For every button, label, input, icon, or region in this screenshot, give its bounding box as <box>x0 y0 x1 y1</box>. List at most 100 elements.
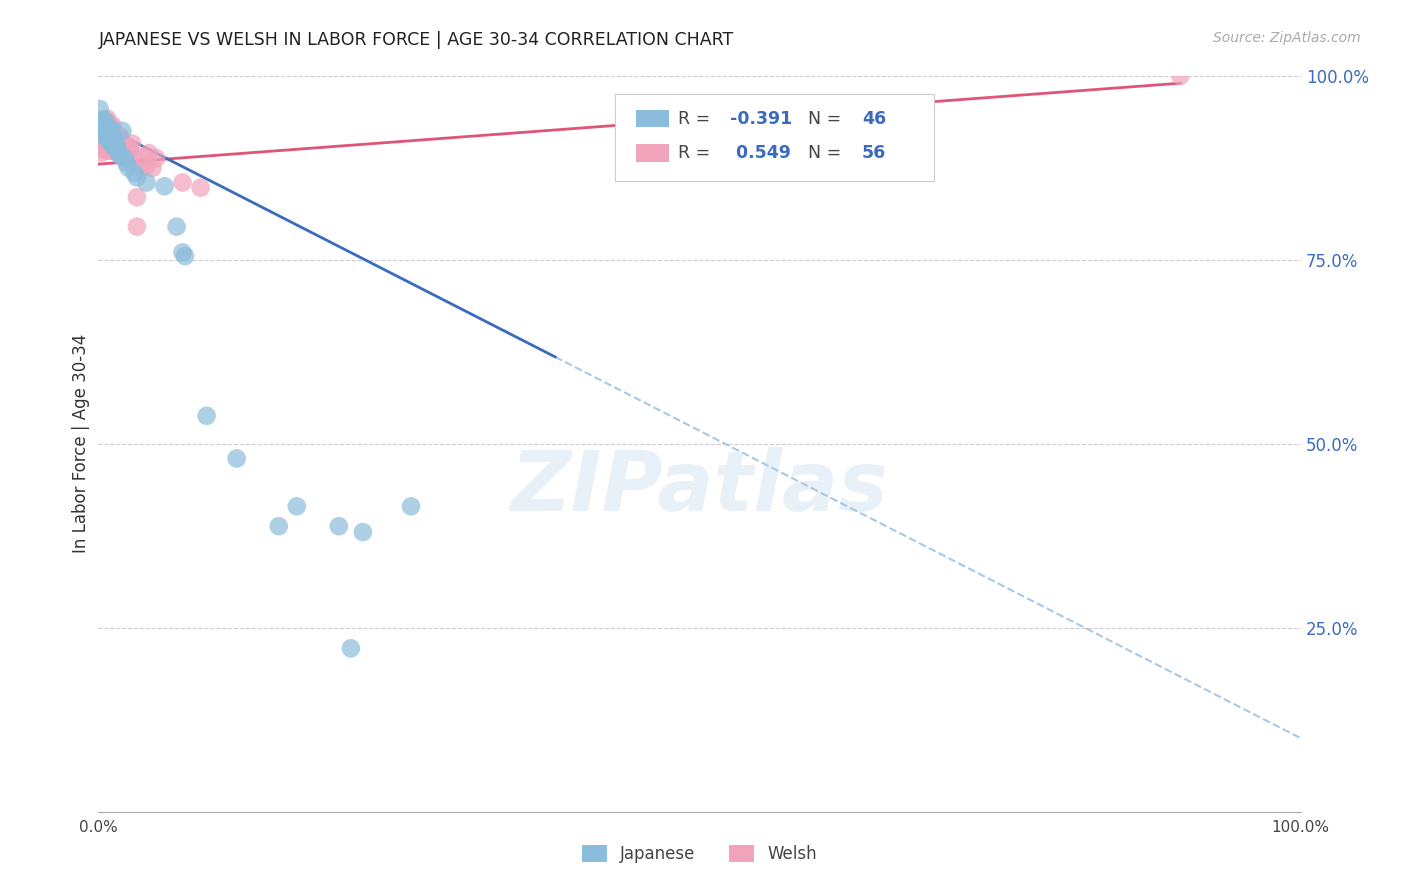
Point <box>1170 69 1192 83</box>
Point <box>107 136 129 151</box>
Point <box>101 138 124 153</box>
Text: 46: 46 <box>862 110 886 128</box>
Point <box>100 129 122 144</box>
Point <box>172 176 194 190</box>
Point <box>98 126 121 140</box>
Legend: Japanese, Welsh: Japanese, Welsh <box>572 835 827 873</box>
Point <box>97 131 120 145</box>
Point <box>90 129 112 144</box>
Point <box>145 151 167 165</box>
Text: N =: N = <box>807 145 846 162</box>
Y-axis label: In Labor Force | Age 30-34: In Labor Force | Age 30-34 <box>72 334 90 553</box>
Point <box>131 161 153 175</box>
Text: R =: R = <box>678 145 716 162</box>
Point <box>101 119 124 133</box>
Point <box>96 129 118 144</box>
Point <box>91 126 114 140</box>
Point <box>91 128 114 142</box>
Point <box>100 136 122 151</box>
Point <box>115 155 138 169</box>
Point <box>117 146 139 161</box>
Point <box>90 146 112 161</box>
Point <box>399 500 422 514</box>
Point <box>100 128 122 142</box>
Point <box>104 136 127 151</box>
Text: 0.549: 0.549 <box>730 145 790 162</box>
Point <box>111 124 134 138</box>
Point <box>98 124 121 138</box>
Point <box>94 131 117 145</box>
Point <box>89 120 111 135</box>
Point <box>91 117 114 131</box>
Point <box>153 179 176 194</box>
FancyBboxPatch shape <box>636 145 669 162</box>
Point <box>91 117 114 131</box>
Point <box>96 135 118 149</box>
Point <box>108 148 131 162</box>
Point <box>174 249 197 263</box>
Text: Source: ZipAtlas.com: Source: ZipAtlas.com <box>1213 31 1361 45</box>
Point <box>135 176 157 190</box>
FancyBboxPatch shape <box>636 110 669 128</box>
Point <box>101 134 124 148</box>
Point <box>125 170 148 185</box>
Point <box>103 136 125 151</box>
Point <box>100 134 122 148</box>
Text: JAPANESE VS WELSH IN LABOR FORCE | AGE 30-34 CORRELATION CHART: JAPANESE VS WELSH IN LABOR FORCE | AGE 3… <box>98 31 734 49</box>
Point <box>114 143 136 157</box>
Point <box>91 136 114 151</box>
Point <box>108 146 131 161</box>
Point <box>100 136 122 151</box>
Point <box>98 135 121 149</box>
Point <box>138 146 160 161</box>
Point <box>104 131 127 145</box>
Point <box>101 129 124 144</box>
Point <box>135 159 157 173</box>
Point <box>328 519 350 533</box>
Point <box>100 144 122 158</box>
Point <box>111 138 134 153</box>
Point <box>125 219 148 234</box>
Point <box>94 126 117 140</box>
Point <box>105 144 128 158</box>
Point <box>93 113 115 128</box>
Text: N =: N = <box>807 110 846 128</box>
Point <box>93 138 115 153</box>
Text: 56: 56 <box>862 145 886 162</box>
Point <box>96 119 118 133</box>
Point <box>93 119 115 133</box>
FancyBboxPatch shape <box>616 95 934 181</box>
Point <box>97 134 120 148</box>
Point <box>117 161 139 175</box>
Point <box>89 102 111 116</box>
Point <box>172 245 194 260</box>
Point <box>103 131 125 145</box>
Point <box>91 124 114 138</box>
Text: -0.391: -0.391 <box>730 110 792 128</box>
Point <box>340 641 363 656</box>
Point <box>91 143 114 157</box>
Point <box>225 451 247 466</box>
Point <box>124 166 146 180</box>
Point <box>110 134 132 148</box>
Point <box>190 180 212 194</box>
Point <box>105 138 128 153</box>
Point <box>100 119 122 133</box>
Point <box>108 146 131 161</box>
Point <box>96 120 118 135</box>
Point <box>97 121 120 136</box>
Text: ZIPatlas: ZIPatlas <box>510 448 889 528</box>
Point <box>141 161 163 175</box>
Point <box>93 121 115 136</box>
Point <box>132 150 155 164</box>
Point <box>91 120 114 135</box>
Point <box>352 524 374 539</box>
Point <box>114 151 136 165</box>
Point <box>97 121 120 136</box>
Point <box>267 519 290 533</box>
Point <box>96 112 118 126</box>
Point <box>97 144 120 158</box>
Point <box>108 129 131 144</box>
Point <box>121 148 143 162</box>
Point <box>100 121 122 136</box>
